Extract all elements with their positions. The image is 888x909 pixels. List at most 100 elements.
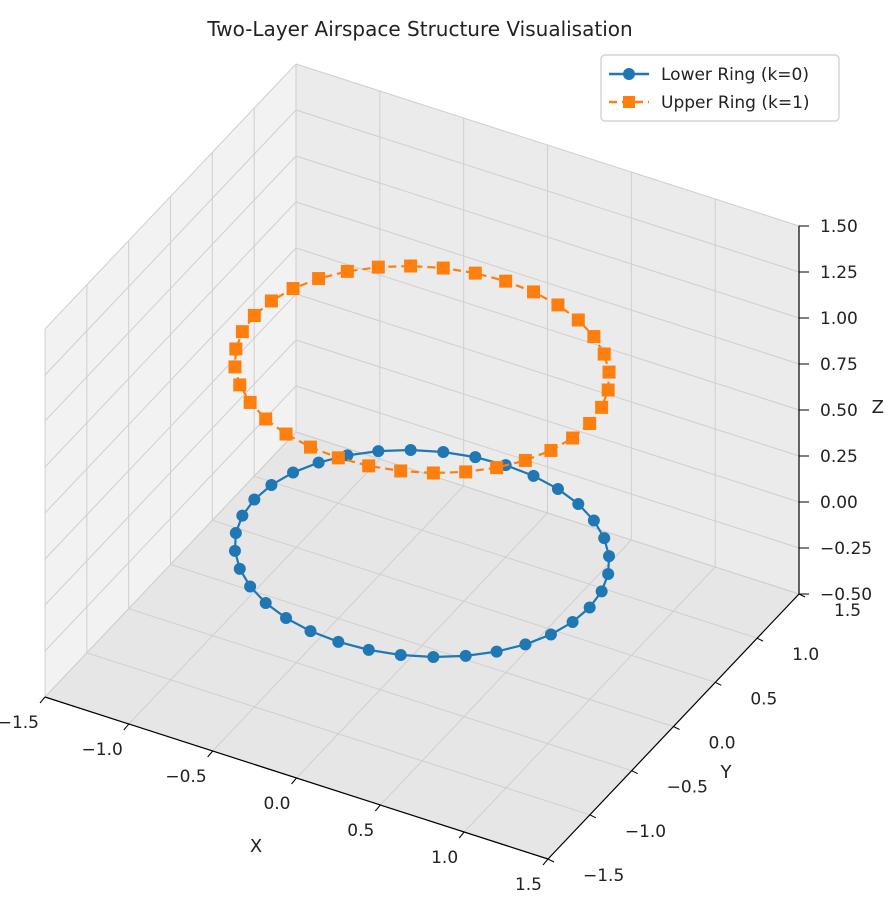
series-0-point <box>404 444 417 457</box>
tick-labels: −1.5−1.0−0.50.00.51.01.5 −1.5−1.0−0.50.00… <box>0 217 872 895</box>
series-1-point <box>286 282 300 296</box>
series-0-point <box>312 456 325 469</box>
series-1-point <box>259 412 273 426</box>
series-0-point <box>469 451 482 464</box>
grid-line-z-back <box>295 109 800 273</box>
series-1-point <box>394 464 408 478</box>
grid-line-z-left <box>44 155 297 422</box>
series-1-point <box>303 440 317 454</box>
series-1-point <box>490 461 504 475</box>
legend-marker-lower <box>623 68 635 80</box>
grid-line-z-back <box>295 155 800 319</box>
series-1-point <box>404 259 418 273</box>
legend-label-lower: Lower Ring (k=0) <box>661 65 809 85</box>
y-tick-mark <box>756 637 764 642</box>
x-tick-mark <box>123 723 130 731</box>
series-1-point <box>601 383 615 397</box>
z-tick-label: 1.50 <box>820 217 858 237</box>
series-1-point <box>235 325 249 339</box>
z-tick-label: 1.00 <box>820 309 858 329</box>
x-tick-mark <box>207 750 214 758</box>
x-tick-label: 1.5 <box>515 875 542 895</box>
grid-line-z-left <box>44 431 297 698</box>
series-0-point <box>332 635 345 648</box>
grid-line-z-back <box>295 201 800 365</box>
series-0-point <box>280 612 293 625</box>
y-tick-label: −1.0 <box>625 822 666 842</box>
legend-box <box>600 54 840 122</box>
grid-line-z-back <box>295 385 800 549</box>
legend: Lower Ring (k=0) Upper Ring (k=1) <box>600 54 840 122</box>
series-0-point <box>527 469 540 482</box>
y-tick-label: 1.0 <box>792 645 819 665</box>
series-0-point <box>551 482 564 495</box>
grid-line-z-left <box>44 109 297 376</box>
x-tick-label: 0.5 <box>347 821 374 841</box>
series-1-point <box>595 400 609 414</box>
series-1-point <box>499 274 513 288</box>
series-1-point <box>544 443 558 457</box>
series-1-point <box>518 453 532 467</box>
series-0-point <box>603 550 616 563</box>
z-tick-label: 1.25 <box>820 263 858 283</box>
series-0-point <box>519 638 532 651</box>
grid-line-z-back <box>295 293 800 457</box>
y-tick-mark <box>631 770 638 775</box>
legend-label-upper: Upper Ring (k=1) <box>661 93 810 113</box>
grid-line-z-left <box>44 247 297 514</box>
series-1-point <box>229 342 243 356</box>
y-tick-mark <box>547 858 555 863</box>
series-1-point <box>468 266 482 280</box>
z-tick-label: 0.00 <box>820 493 858 513</box>
series-0-point <box>490 645 503 658</box>
grid-line-y-floor <box>86 652 590 816</box>
series-1-point <box>602 365 616 379</box>
x-tick-mark <box>291 777 297 785</box>
series-layer <box>228 259 616 663</box>
z-axis-label: Z <box>872 397 884 418</box>
series-1-point <box>371 260 385 274</box>
x-tick-label: 0.0 <box>263 794 290 814</box>
x-axis-label: X <box>250 836 262 857</box>
grid-line-z-back <box>295 431 800 595</box>
series-1-point <box>243 395 257 409</box>
grid-line-z-back <box>295 247 800 411</box>
y-tick-label: 0.0 <box>709 734 736 754</box>
series-0-point <box>248 493 261 506</box>
z-tick-label: 0.25 <box>820 447 858 467</box>
y-tick-label: −1.5 <box>583 866 624 886</box>
series-0-point <box>229 526 242 539</box>
grid-line-z-left <box>44 201 297 468</box>
series-0-point <box>244 580 257 593</box>
grid-line-z-left <box>44 339 297 606</box>
series-0-point <box>566 616 579 629</box>
grid-line-z-left <box>44 385 297 652</box>
series-1-point <box>426 466 440 480</box>
z-tick-label: 0.75 <box>820 355 858 375</box>
legend-marker-upper <box>623 96 635 108</box>
grid-line-z-back <box>295 339 800 503</box>
series-0-point <box>459 649 472 662</box>
x-tick-label: −1.5 <box>0 713 39 733</box>
y-tick-mark <box>673 726 680 730</box>
series-0-point <box>259 596 272 609</box>
x-tick-mark <box>374 804 381 812</box>
x-tick-label: 1.0 <box>431 848 458 868</box>
grid-line-y-floor <box>212 519 716 683</box>
series-1-point <box>436 261 450 275</box>
series-1-point <box>587 330 601 344</box>
series-1-point <box>312 272 326 286</box>
grid-line-y-floor <box>128 608 632 772</box>
series-1-point <box>583 417 597 430</box>
y-tick-mark <box>715 681 722 686</box>
x-tick-label: −1.0 <box>82 740 123 760</box>
series-0-point <box>228 544 241 557</box>
series-0-point <box>598 532 611 545</box>
series-1-point <box>264 294 278 308</box>
grid-line-z-back <box>295 63 800 227</box>
x-tick-label: −0.5 <box>165 767 206 787</box>
series-1-point <box>459 465 473 479</box>
series-0-point <box>427 650 440 663</box>
series-0-point <box>372 445 385 458</box>
